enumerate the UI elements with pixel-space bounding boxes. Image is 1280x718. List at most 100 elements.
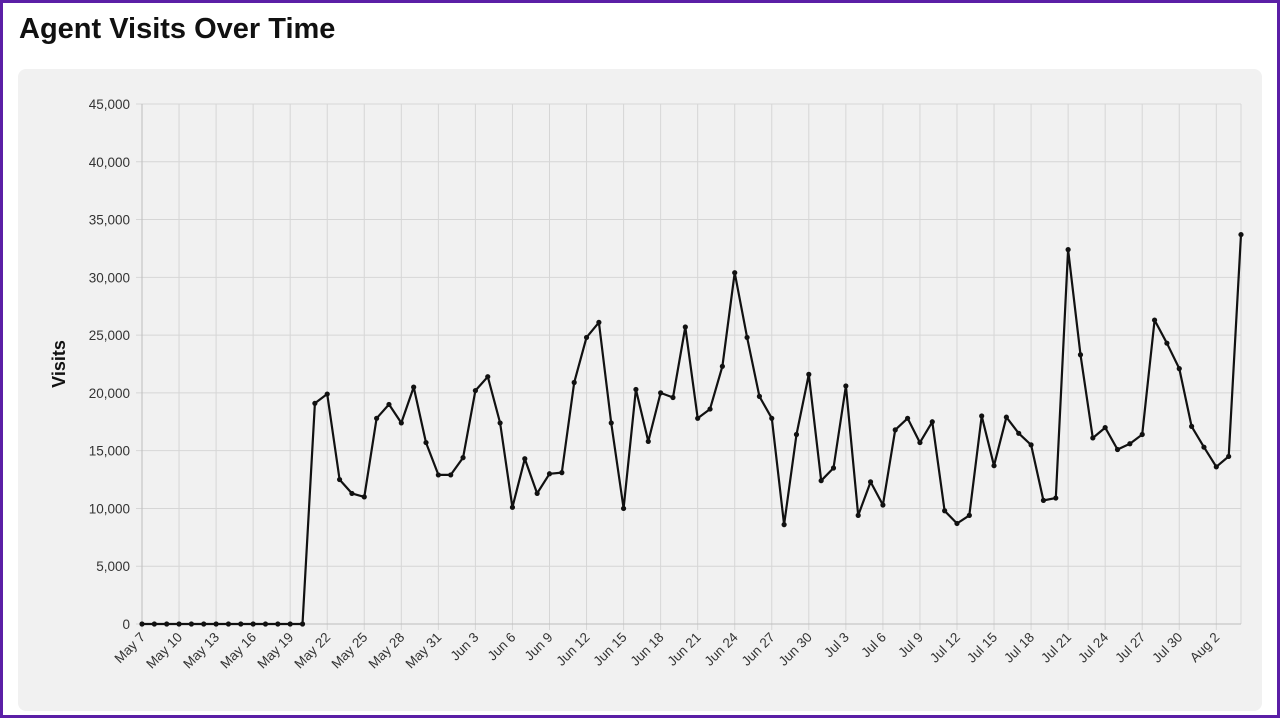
data-point[interactable] — [435, 472, 441, 478]
data-point[interactable] — [633, 386, 639, 393]
data-point[interactable] — [1226, 453, 1232, 460]
data-point[interactable] — [818, 478, 824, 484]
data-point[interactable] — [485, 374, 491, 380]
data-point[interactable] — [1090, 435, 1096, 441]
data-point[interactable] — [830, 465, 837, 471]
data-point[interactable] — [1189, 423, 1195, 429]
data-point[interactable] — [744, 334, 750, 341]
data-point[interactable] — [682, 324, 688, 330]
data-point[interactable] — [732, 270, 738, 276]
x-tick-label: May 19 — [254, 630, 296, 672]
data-point[interactable] — [324, 391, 330, 397]
data-point[interactable] — [1065, 247, 1071, 253]
grid — [136, 103, 1242, 630]
data-point[interactable] — [892, 427, 898, 433]
data-point[interactable] — [509, 504, 516, 510]
data-point[interactable] — [979, 413, 985, 419]
x-tick-label: Jun 12 — [553, 630, 592, 669]
data-point[interactable] — [238, 621, 244, 627]
data-point[interactable] — [1213, 464, 1219, 470]
data-point[interactable] — [1028, 442, 1034, 448]
data-point[interactable] — [695, 415, 701, 421]
data-point[interactable] — [225, 621, 232, 627]
data-point[interactable] — [1016, 430, 1022, 436]
data-point[interactable] — [1151, 317, 1158, 323]
data-point[interactable] — [608, 420, 614, 426]
data-point[interactable] — [917, 439, 923, 446]
data-point[interactable] — [781, 522, 787, 528]
data-point[interactable] — [855, 512, 861, 518]
data-point[interactable] — [188, 621, 194, 627]
data-point[interactable] — [571, 379, 577, 386]
x-tick-label: Jun 30 — [776, 630, 815, 669]
data-point[interactable] — [398, 420, 404, 426]
data-point[interactable] — [361, 494, 367, 500]
data-point[interactable] — [806, 371, 812, 377]
data-point[interactable] — [176, 621, 182, 627]
data-point[interactable] — [1114, 446, 1121, 453]
data-point[interactable] — [250, 621, 256, 627]
chart-card: 0 5,000 10,000 15,000 20,000 25,000 30,000 35,0… — [18, 69, 1262, 711]
data-point[interactable] — [1127, 441, 1133, 447]
data-point[interactable] — [1040, 497, 1047, 503]
y-tick-label: 45,000 — [89, 97, 130, 112]
data-point[interactable] — [1003, 414, 1009, 420]
data-point[interactable] — [151, 621, 157, 627]
data-point[interactable] — [1201, 444, 1207, 450]
data-point[interactable] — [534, 490, 540, 497]
data-point[interactable] — [423, 439, 429, 446]
data-point[interactable] — [312, 400, 318, 406]
data-point[interactable] — [287, 621, 293, 627]
data-point[interactable] — [904, 415, 911, 421]
data-point[interactable] — [299, 621, 306, 627]
data-point[interactable] — [386, 401, 392, 408]
data-point[interactable] — [201, 621, 207, 627]
data-point[interactable] — [867, 479, 874, 485]
data-point[interactable] — [645, 438, 651, 445]
data-point[interactable] — [497, 420, 503, 426]
data-point[interactable] — [793, 431, 800, 438]
x-tick-label: Jul 24 — [1075, 629, 1111, 665]
data-point[interactable] — [349, 490, 355, 497]
data-point[interactable] — [522, 456, 528, 462]
y-tick-label: 0 — [122, 617, 130, 632]
data-point[interactable] — [1164, 340, 1170, 346]
data-point[interactable] — [559, 470, 565, 476]
data-point[interactable] — [213, 621, 219, 627]
data-point[interactable] — [472, 387, 479, 394]
data-point[interactable] — [707, 406, 713, 412]
data-point[interactable] — [275, 621, 281, 627]
data-point[interactable] — [843, 383, 849, 389]
data-point[interactable] — [262, 621, 269, 627]
data-point[interactable] — [991, 463, 997, 469]
data-point[interactable] — [954, 520, 960, 527]
data-point[interactable] — [1238, 231, 1244, 238]
data-point[interactable] — [966, 512, 972, 518]
data-point[interactable] — [1176, 366, 1182, 372]
x-tick-label: Jul 9 — [895, 630, 926, 661]
data-point[interactable] — [1139, 431, 1145, 438]
data-point[interactable] — [460, 455, 466, 461]
data-point[interactable] — [164, 621, 170, 627]
data-point[interactable] — [620, 505, 627, 512]
data-point[interactable] — [670, 394, 676, 401]
data-point[interactable] — [139, 621, 145, 627]
data-point[interactable] — [658, 390, 664, 396]
data-point[interactable] — [769, 415, 775, 421]
data-point[interactable] — [1077, 352, 1084, 358]
data-point[interactable] — [583, 334, 590, 341]
data-point[interactable] — [1102, 424, 1108, 431]
data-point[interactable] — [411, 384, 417, 390]
data-point[interactable] — [929, 419, 935, 425]
data-point[interactable] — [719, 363, 725, 369]
data-point[interactable] — [596, 319, 602, 325]
data-point[interactable] — [880, 502, 886, 508]
data-point[interactable] — [374, 415, 380, 421]
data-point[interactable] — [448, 472, 454, 478]
data-point[interactable] — [546, 471, 553, 477]
data-point[interactable] — [1053, 495, 1059, 501]
data-point[interactable] — [336, 476, 343, 483]
data-point[interactable] — [942, 508, 948, 514]
data-point[interactable] — [756, 393, 763, 399]
